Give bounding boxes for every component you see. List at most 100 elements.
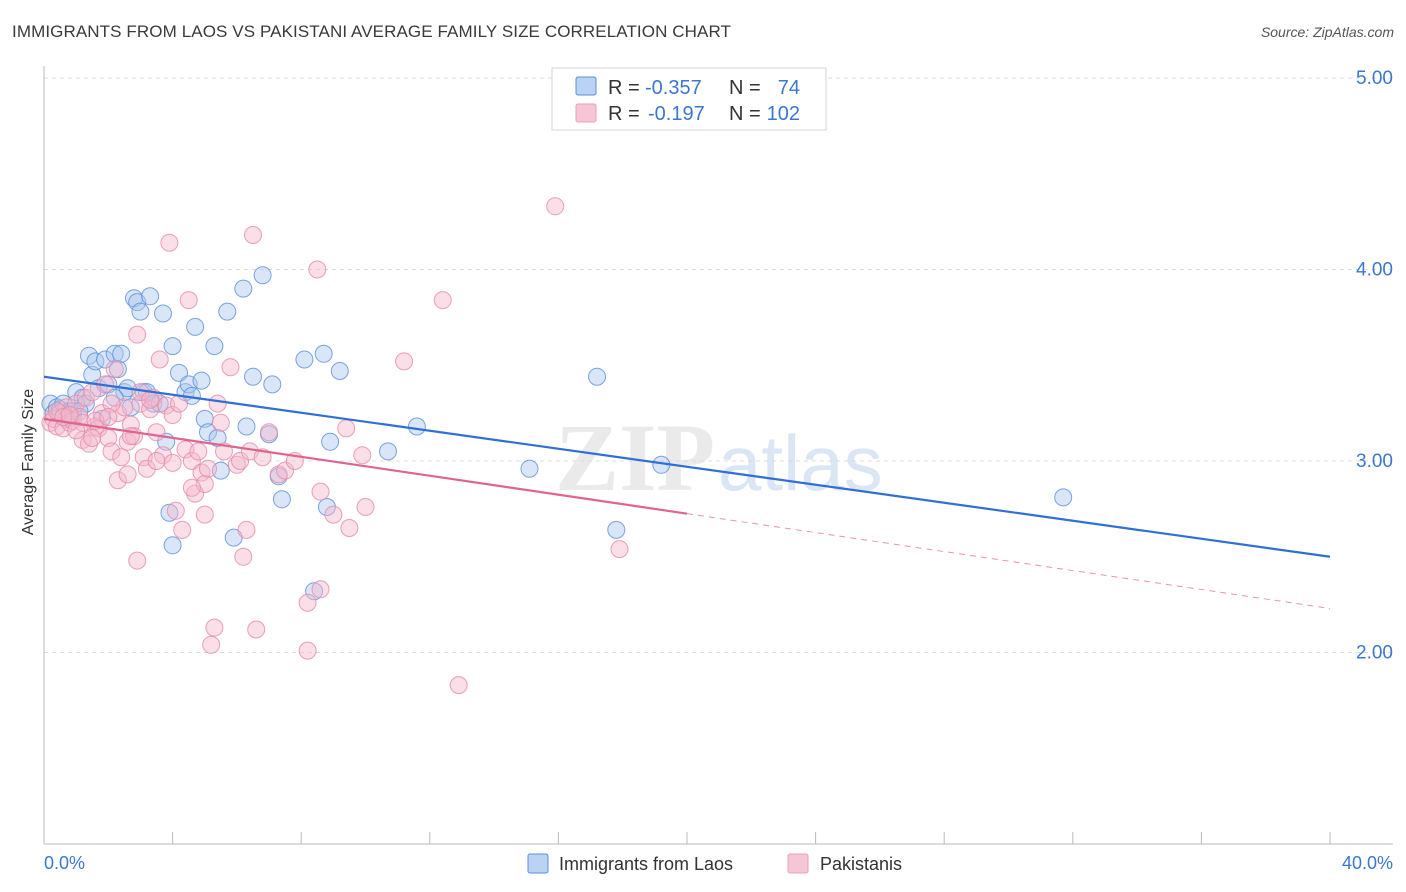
- point-pakistanis: [247, 620, 266, 639]
- y-tick-label: 4.00: [1356, 260, 1393, 281]
- point-pakistanis: [99, 429, 118, 447]
- grid: [44, 77, 1393, 653]
- y-tick-label: 2.00: [1356, 643, 1393, 664]
- point-laos: [305, 582, 324, 601]
- point-laos: [588, 367, 606, 386]
- point-laos: [321, 432, 340, 451]
- point-pakistanis: [337, 419, 356, 438]
- point-pakistanis: [244, 226, 262, 244]
- point-pakistanis: [182, 478, 201, 497]
- point-laos: [234, 279, 253, 298]
- point-pakistanis: [308, 260, 327, 279]
- data-points: [41, 197, 1073, 695]
- point-laos: [253, 266, 272, 285]
- x-tick-label-min: 0.0%: [44, 853, 85, 873]
- point-laos: [112, 344, 131, 363]
- point-pakistanis: [221, 358, 240, 377]
- point-pakistanis: [449, 676, 468, 695]
- point-pakistanis: [610, 540, 629, 559]
- point-laos: [317, 498, 336, 516]
- point-pakistanis: [112, 448, 131, 467]
- watermark: ZIP atlas: [555, 404, 883, 511]
- point-laos: [105, 344, 124, 363]
- point-pakistanis: [118, 465, 137, 484]
- legend-r-label-pakistanis: R =: [608, 103, 640, 125]
- point-pakistanis: [67, 421, 86, 440]
- point-pakistanis: [160, 233, 179, 252]
- series-legend-label-laos: Immigrants from Laos: [559, 854, 733, 874]
- chart-title: IMMIGRANTS FROM LAOS VS PAKISTANI AVERAG…: [12, 22, 732, 41]
- point-pakistanis: [108, 471, 127, 490]
- point-laos: [163, 536, 182, 555]
- series-legend: Immigrants from Laos Pakistanis: [527, 853, 902, 874]
- point-laos: [186, 317, 205, 336]
- point-laos: [163, 337, 182, 356]
- point-pakistanis: [186, 484, 205, 503]
- point-pakistanis: [150, 350, 169, 369]
- point-pakistanis: [202, 635, 221, 654]
- legend-n-value-laos: 74: [778, 77, 800, 99]
- watermark-atlas: atlas: [718, 419, 883, 507]
- y-tick-labels: 2.00 3.00 4.00 5.00: [1356, 68, 1393, 664]
- trend-line-laos: [43, 375, 1331, 558]
- point-pakistanis: [395, 352, 414, 371]
- point-pakistanis: [99, 408, 118, 426]
- point-pakistanis: [311, 482, 330, 501]
- chart-source: Source: ZipAtlas.com: [1260, 24, 1394, 40]
- legend-n-label-laos: N =: [729, 77, 761, 99]
- point-laos: [263, 375, 282, 394]
- point-laos: [192, 371, 211, 390]
- point-pakistanis: [170, 394, 188, 413]
- point-pakistanis: [80, 434, 98, 453]
- point-pakistanis: [163, 406, 182, 424]
- point-laos: [1054, 488, 1073, 507]
- point-pakistanis: [311, 580, 330, 599]
- stats-legend: R = -0.357 N = 74 R = -0.197 N = 102: [551, 67, 827, 131]
- point-laos: [244, 367, 262, 386]
- trend-line-pakistanis: [43, 417, 688, 515]
- point-laos: [314, 344, 333, 363]
- point-pakistanis: [199, 459, 217, 478]
- point-pakistanis: [231, 452, 250, 470]
- legend-r-label-laos: R =: [608, 77, 640, 99]
- series-legend-swatch-laos: [527, 853, 549, 874]
- legend-swatch-laos: [575, 76, 597, 96]
- y-tick-label: 5.00: [1356, 68, 1393, 89]
- legend-r-value-pakistanis: -0.197: [648, 103, 705, 125]
- point-laos: [520, 459, 539, 478]
- point-laos: [218, 302, 237, 321]
- point-pakistanis: [215, 442, 233, 461]
- y-tick-label: 3.00: [1356, 451, 1393, 472]
- point-pakistanis: [276, 461, 295, 480]
- point-pakistanis: [433, 291, 452, 310]
- point-pakistanis: [353, 446, 372, 465]
- point-laos: [105, 388, 124, 407]
- point-laos: [205, 337, 224, 356]
- point-pakistanis: [137, 459, 156, 478]
- point-pakistanis: [189, 442, 208, 461]
- point-laos: [154, 304, 172, 323]
- point-pakistanis: [546, 197, 565, 216]
- point-laos: [141, 287, 160, 306]
- point-pakistanis: [102, 394, 121, 413]
- point-pakistanis: [102, 442, 121, 461]
- trend-lines: [43, 375, 1331, 609]
- point-pakistanis: [147, 423, 166, 442]
- watermark-zip: ZIP: [555, 404, 715, 511]
- y-axis-label: Average Family Size: [20, 389, 37, 536]
- point-pakistanis: [128, 551, 147, 570]
- point-laos: [96, 350, 115, 369]
- series-legend-swatch-pakistanis: [787, 853, 809, 874]
- point-pakistanis: [340, 519, 359, 537]
- point-pakistanis: [205, 618, 224, 637]
- legend-r-value-laos: -0.357: [645, 77, 702, 99]
- point-pakistanis: [163, 453, 182, 472]
- point-pakistanis: [298, 593, 317, 612]
- point-pakistanis: [166, 501, 185, 520]
- point-pakistanis: [147, 452, 166, 470]
- point-laos: [272, 490, 291, 509]
- point-laos: [199, 423, 217, 442]
- point-pakistanis: [128, 325, 147, 344]
- point-laos: [407, 417, 426, 436]
